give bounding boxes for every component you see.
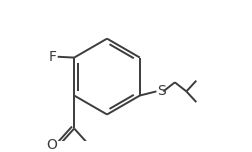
Text: F: F	[49, 50, 57, 64]
Text: S: S	[157, 84, 166, 98]
Text: O: O	[46, 138, 57, 152]
